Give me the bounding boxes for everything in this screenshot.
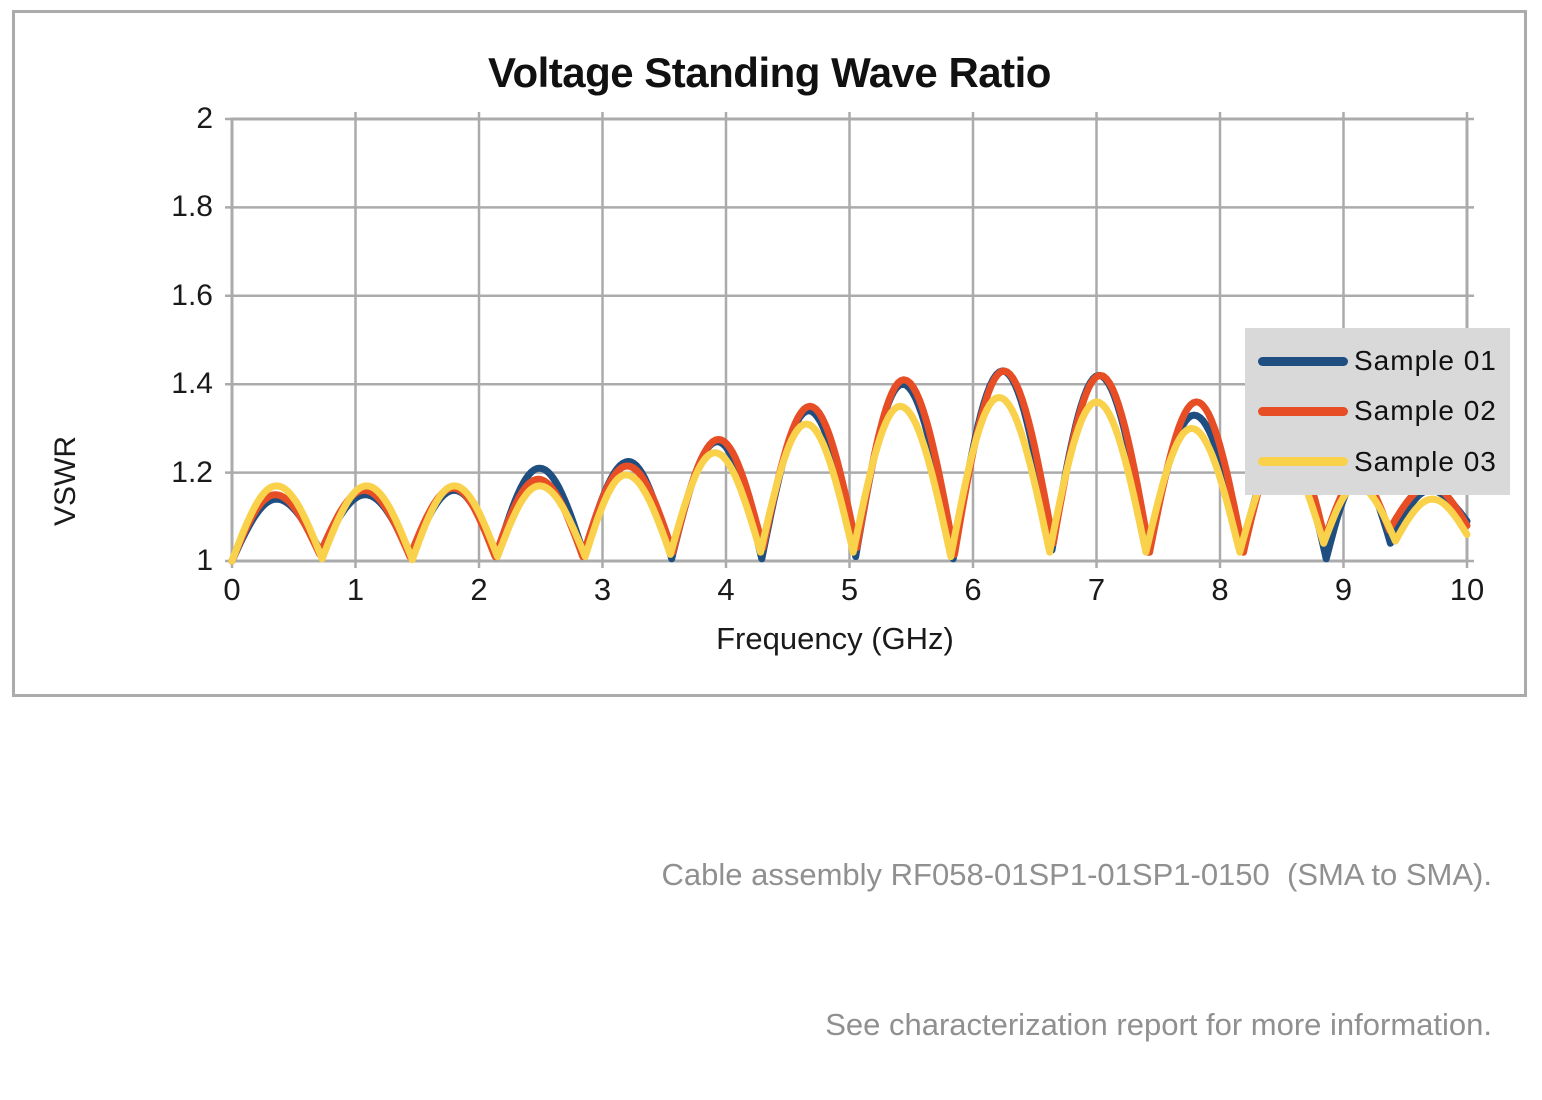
y-axis-tick-label: 1.8 — [171, 190, 213, 224]
y-axis-tick-label: 1.6 — [171, 278, 213, 312]
legend: Sample 01 Sample 02 Sample 03 — [1245, 328, 1510, 495]
y-axis-tick-label: 1.2 — [171, 455, 213, 489]
caption: Cable assembly RF058-01SP1-01SP1-0150 (S… — [662, 750, 1493, 1100]
x-axis-tick-label: 4 — [717, 572, 735, 607]
x-axis-title: Frequency (GHz) — [716, 621, 954, 656]
legend-item: Sample 01 — [1245, 345, 1510, 377]
x-axis-tick-label: 3 — [593, 572, 612, 607]
legend-swatch — [1258, 406, 1348, 416]
legend-swatch — [1258, 457, 1348, 467]
legend-item: Sample 03 — [1245, 446, 1510, 478]
legend-swatch — [1258, 356, 1348, 366]
caption-line-2: See characterization report for more inf… — [825, 1007, 1492, 1042]
x-axis-tick-label: 0 — [223, 572, 241, 607]
x-axis-tick-label: 10 — [1449, 572, 1485, 607]
chart-title: Voltage Standing Wave Ratio — [488, 49, 1051, 96]
x-axis-tick-label: 9 — [1334, 572, 1353, 607]
y-axis-tick-label: 1 — [196, 544, 213, 577]
y-axis-tick-label: 2 — [196, 102, 213, 135]
legend-label: Sample 01 — [1354, 345, 1497, 377]
figure-frame: Voltage Standing Wave Ratio VSWR 2 1.8 1.6… — [12, 10, 1527, 697]
legend-label: Sample 02 — [1354, 395, 1497, 427]
x-axis-tick-label: 7 — [1087, 572, 1106, 607]
x-axis-tick-label: 8 — [1211, 572, 1229, 607]
legend-label: Sample 03 — [1354, 445, 1497, 477]
x-axis-tick-label: 2 — [470, 572, 488, 607]
x-axis-tick-label: 1 — [346, 572, 365, 607]
x-axis-tick-label: 6 — [964, 572, 982, 607]
y-axis-title: VSWR — [49, 436, 82, 526]
x-axis-tick-label: 5 — [840, 572, 859, 607]
y-axis-tick-label: 1.4 — [171, 367, 213, 401]
legend-item: Sample 02 — [1245, 395, 1510, 427]
caption-line-1: Cable assembly RF058-01SP1-01SP1-0150 (S… — [661, 857, 1493, 892]
